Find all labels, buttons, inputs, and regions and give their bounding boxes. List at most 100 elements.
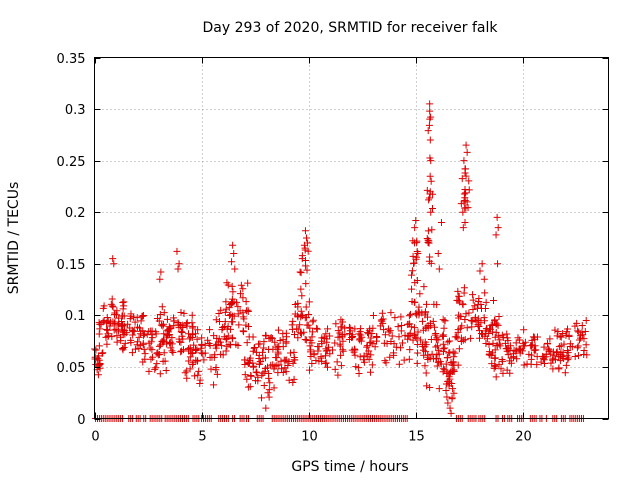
data-point [274, 326, 282, 334]
data-point [489, 349, 497, 357]
data-point [566, 340, 574, 348]
data-point [304, 247, 312, 255]
data-point [193, 335, 201, 343]
data-point [437, 219, 445, 227]
data-point [481, 304, 489, 312]
data-point [274, 348, 282, 356]
data-point [242, 298, 250, 306]
data-point [464, 204, 472, 212]
data-point [258, 348, 266, 356]
data-point [234, 341, 242, 349]
data-point [551, 326, 559, 334]
data-point [181, 369, 189, 377]
data-point [188, 319, 196, 327]
data-point [465, 177, 473, 185]
data-point [533, 361, 541, 369]
data-point [257, 357, 265, 365]
x-tick-label: 15 [408, 430, 425, 445]
data-point [441, 317, 449, 325]
data-point [483, 335, 491, 343]
data-point [355, 369, 363, 377]
data-point [193, 346, 201, 354]
data-point [194, 326, 202, 334]
data-point [160, 337, 168, 345]
data-point [119, 344, 127, 352]
data-point [137, 317, 145, 325]
data-point [465, 309, 473, 317]
data-point [533, 353, 541, 361]
data-point [337, 316, 345, 324]
data-point [574, 342, 582, 350]
data-point [447, 409, 455, 417]
data-point [391, 314, 399, 322]
data-point [533, 333, 541, 341]
data-point [152, 364, 160, 372]
data-point [581, 327, 589, 335]
data-point [180, 346, 188, 354]
data-point [433, 351, 441, 359]
data-point [454, 361, 462, 369]
data-point [296, 321, 304, 329]
data-point [445, 337, 453, 345]
data-point [267, 334, 275, 342]
data-point [545, 346, 553, 354]
data-point [190, 341, 198, 349]
data-point [138, 312, 146, 320]
data-point [308, 333, 316, 341]
data-point [427, 259, 435, 267]
data-point [521, 338, 529, 346]
data-point [186, 353, 194, 361]
data-point [244, 323, 252, 331]
data-point [332, 320, 340, 328]
data-point [94, 354, 102, 362]
data-point [318, 340, 326, 348]
data-point [216, 318, 224, 326]
data-point [426, 107, 434, 115]
data-point [249, 333, 257, 341]
data-point [219, 323, 227, 331]
data-point [277, 365, 285, 373]
data-point [582, 316, 590, 324]
data-point [200, 356, 208, 364]
data-point [129, 331, 137, 339]
data-point [386, 353, 394, 361]
data-point [110, 326, 118, 334]
data-point [212, 316, 220, 324]
data-point [397, 313, 405, 321]
y-tick-label: 0.25 [57, 155, 86, 170]
data-point [265, 393, 273, 401]
data-point [186, 345, 194, 353]
data-point [520, 342, 528, 350]
data-point [426, 136, 434, 144]
data-point [195, 367, 203, 375]
data-point [513, 355, 521, 363]
data-point [339, 337, 347, 345]
data-point [230, 249, 238, 257]
y-tick-label: 0.35 [57, 52, 86, 67]
data-point [300, 241, 308, 249]
data-point [170, 317, 178, 325]
data-point [334, 371, 342, 379]
data-point [542, 350, 550, 358]
data-point [291, 301, 299, 309]
data-point [494, 332, 502, 340]
data-point [461, 219, 469, 227]
data-point [148, 334, 156, 342]
axis-ticks: 0 0.05 0.1 0.15 0.2 0.25 0.3 0.35 0 5 10 15 20 [57, 52, 609, 445]
data-point [156, 311, 164, 319]
data-point [177, 322, 185, 330]
data-point [462, 141, 470, 149]
data-point [462, 189, 470, 197]
data-point [450, 389, 458, 397]
data-point [98, 349, 106, 357]
data-point [433, 301, 441, 309]
data-point [461, 316, 469, 324]
data-point [99, 349, 107, 357]
data-point [215, 309, 223, 317]
data-point [296, 329, 304, 337]
data-point [215, 335, 223, 343]
data-point [162, 367, 170, 375]
data-point [229, 241, 237, 249]
data-point [499, 369, 507, 377]
data-point [575, 336, 583, 344]
